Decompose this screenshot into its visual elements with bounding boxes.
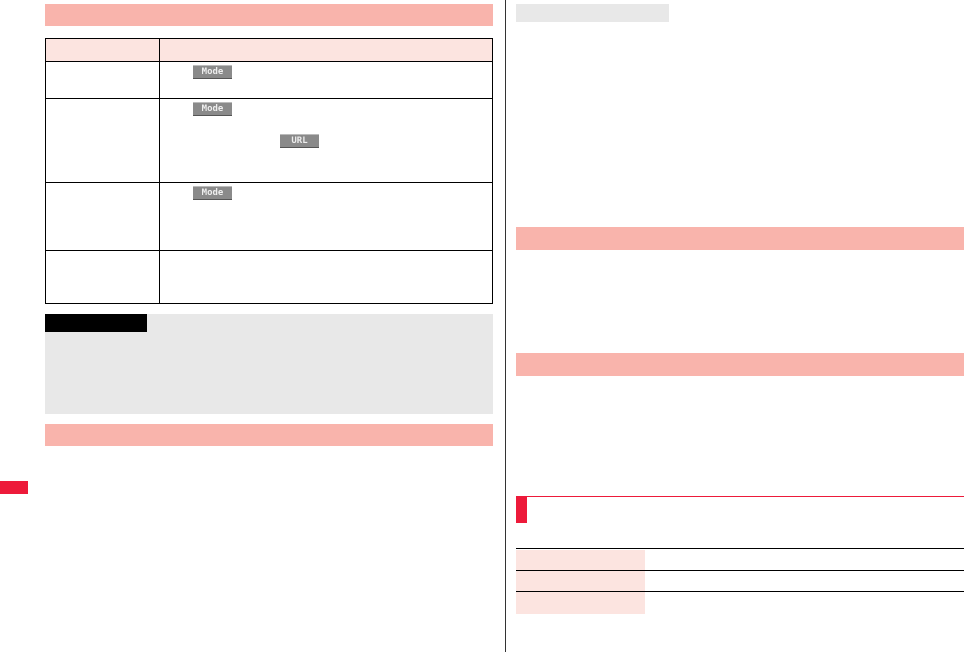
row-divider: [516, 591, 964, 592]
mode-key-icon: Mode: [193, 186, 232, 200]
section-header-bar: [516, 227, 964, 250]
url-key-icon: URL: [280, 134, 319, 148]
table-header-row: [46, 39, 492, 61]
mode-key-icon: Mode: [193, 102, 232, 116]
section-header-bar: [45, 424, 493, 446]
subheading-box: [516, 4, 669, 22]
note-box: [45, 314, 493, 414]
row-divider: [516, 570, 964, 571]
note-label: [45, 314, 147, 332]
chapter-heading-rule: [516, 496, 964, 497]
chapter-heading-marker: [516, 496, 527, 523]
row-divider: [46, 182, 492, 183]
column-divider: [159, 39, 160, 303]
info-table-label-cell: [516, 550, 645, 614]
row-divider: [46, 61, 492, 62]
mode-key-icon: Mode: [193, 65, 232, 79]
row-divider: [46, 250, 492, 251]
chapter-index-tab: [0, 481, 28, 494]
mode-table: [45, 38, 493, 304]
section-header-bar: [45, 4, 493, 26]
section-header-bar: [516, 353, 964, 376]
column-separator: [505, 0, 506, 652]
row-divider: [516, 548, 964, 549]
row-divider: [46, 98, 492, 99]
